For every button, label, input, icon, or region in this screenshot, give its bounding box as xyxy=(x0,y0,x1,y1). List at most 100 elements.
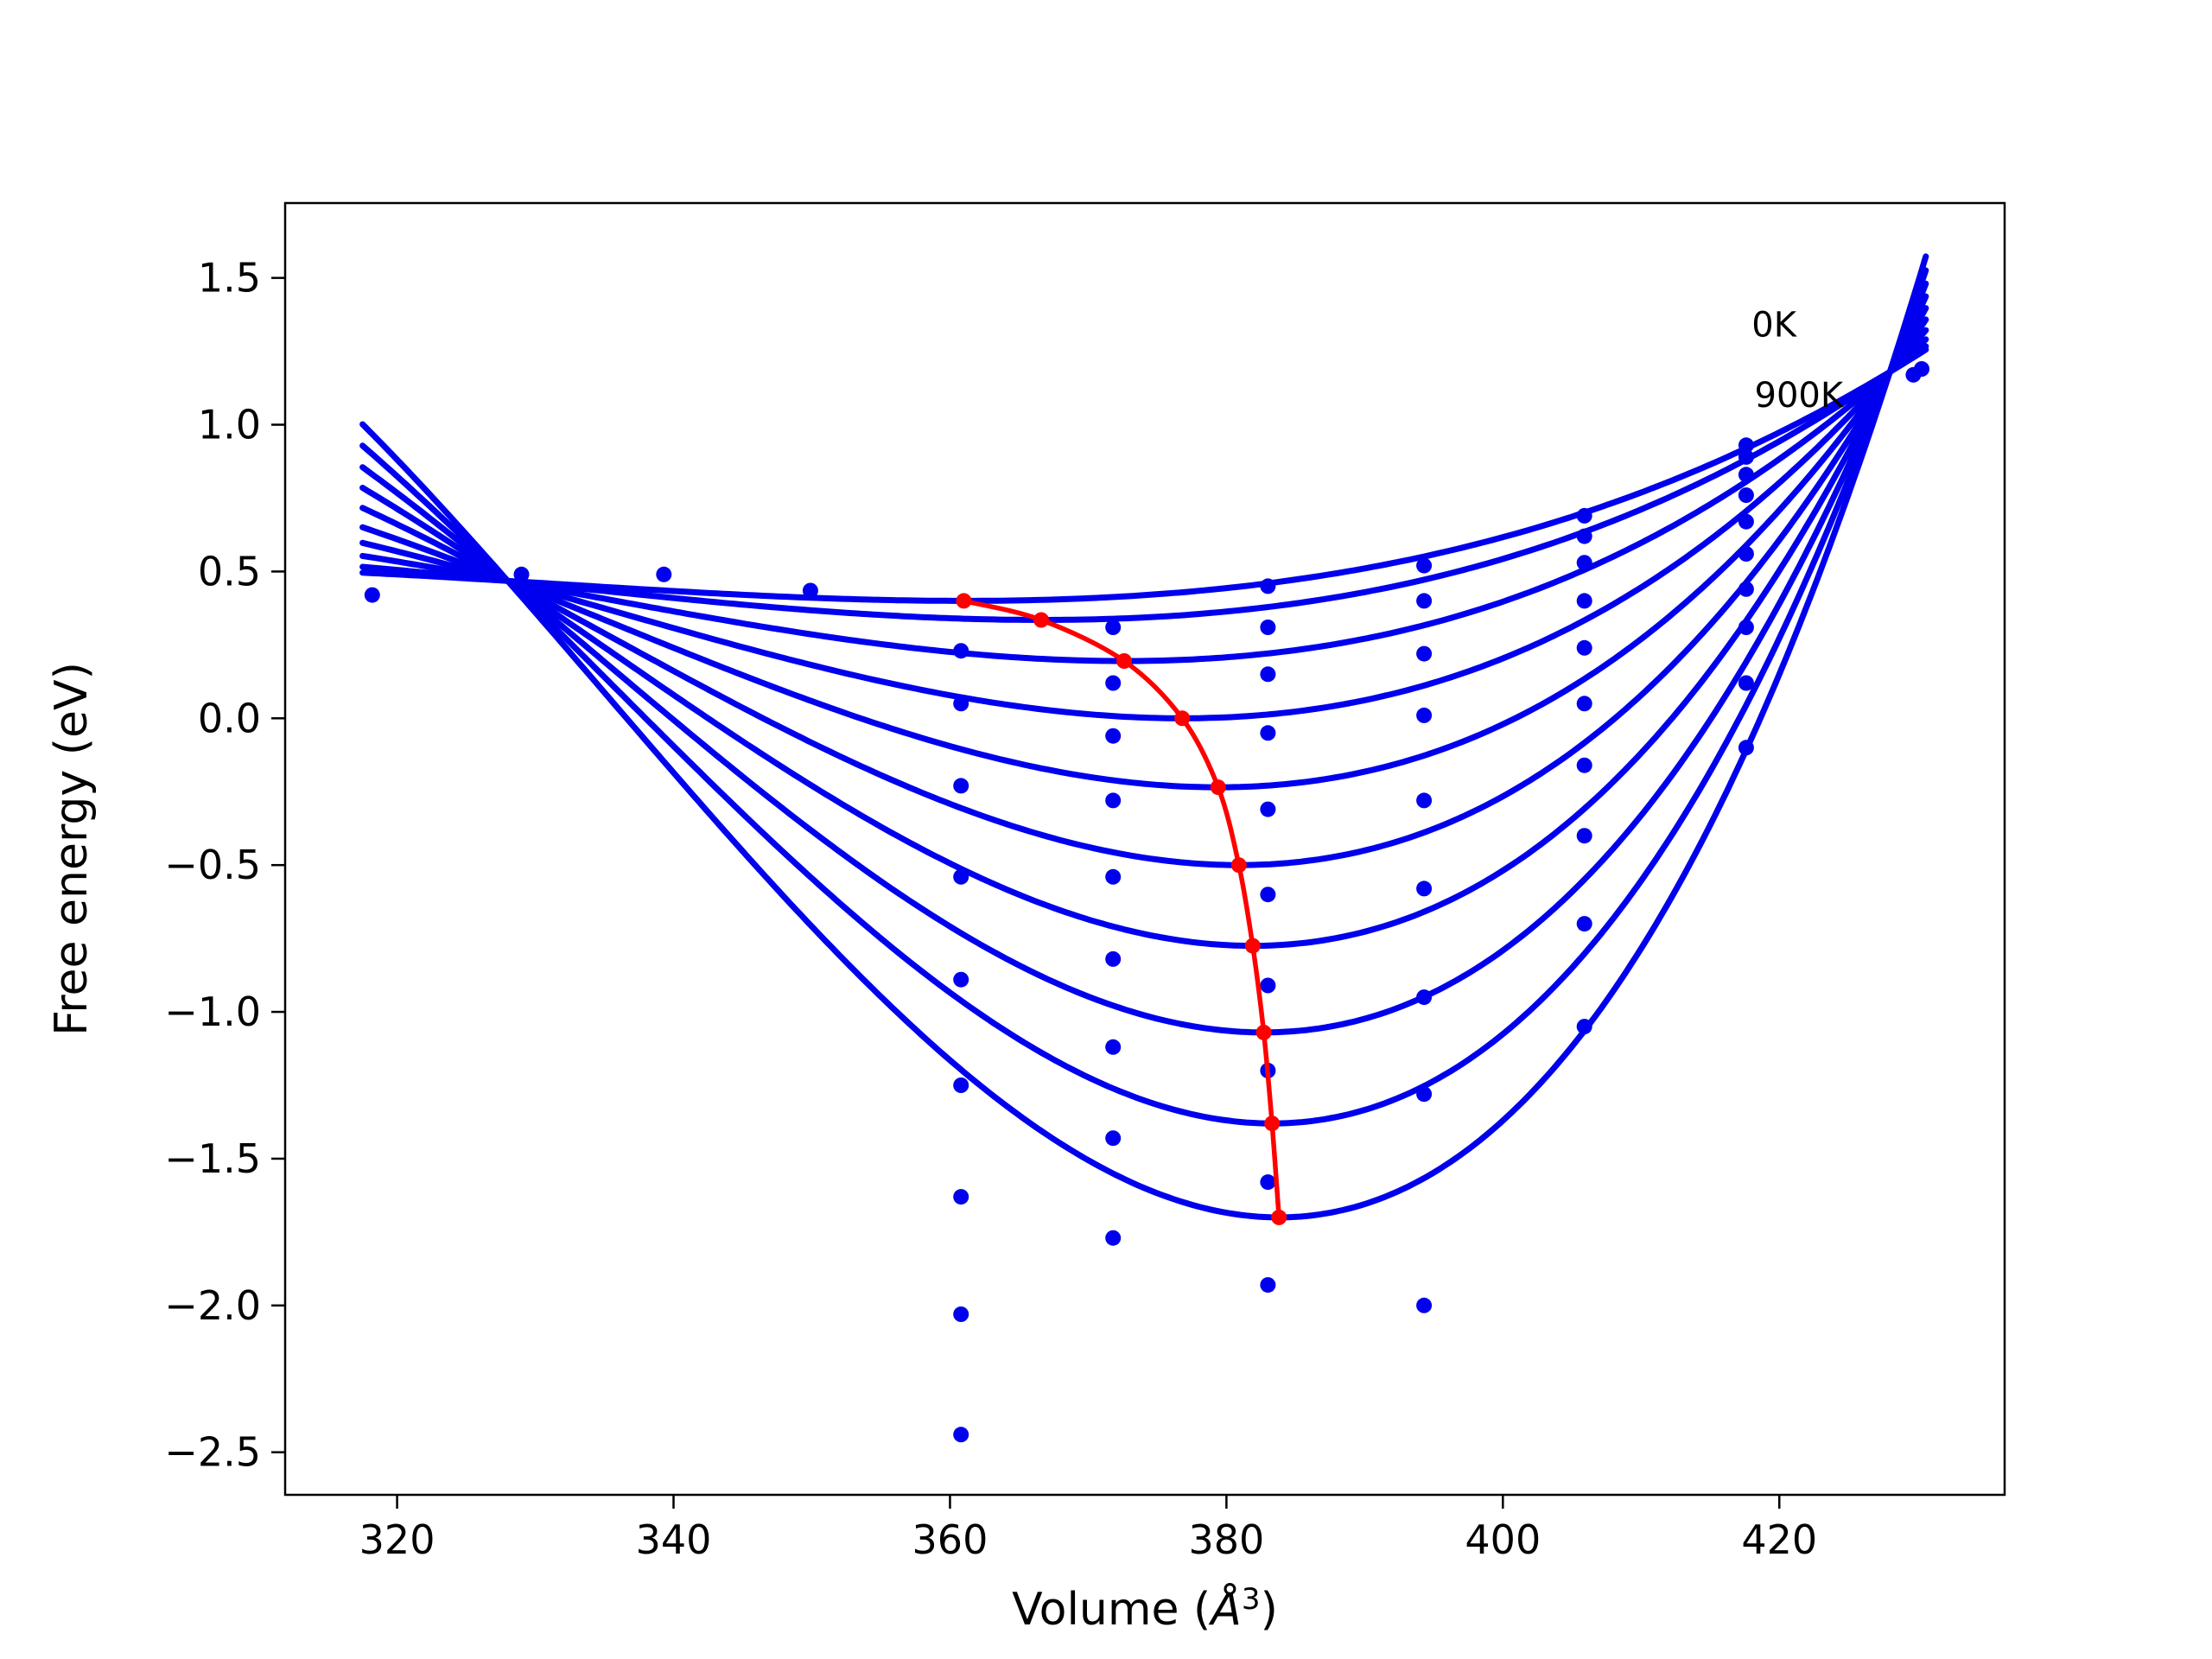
eos-curve-200K xyxy=(359,336,1929,664)
temperature-annotation: 900K xyxy=(1755,376,1845,416)
x-axis-label: Volume (Å3) xyxy=(1012,1582,1278,1636)
equilibrium-point xyxy=(1264,1116,1281,1132)
data-point xyxy=(1260,725,1276,741)
y-tick-label: −0.5 xyxy=(164,842,261,888)
x-tick-label: 360 xyxy=(912,1516,988,1563)
data-point xyxy=(1738,487,1754,504)
equilibrium-point xyxy=(1033,612,1049,628)
data-point xyxy=(1105,792,1122,809)
data-point xyxy=(1260,977,1276,994)
data-point xyxy=(1416,557,1433,574)
eos-curve-800K xyxy=(359,267,1929,1127)
data-point xyxy=(1738,620,1754,635)
data-point xyxy=(953,971,969,988)
data-point xyxy=(1416,645,1433,662)
x-tick-label: 320 xyxy=(359,1516,435,1563)
data-point xyxy=(1260,620,1276,635)
data-point xyxy=(529,580,545,596)
data-point xyxy=(1260,666,1276,683)
y-axis-label: Free energy (eV) xyxy=(46,662,98,1036)
equilibrium-point xyxy=(956,593,972,609)
equilibrium-point xyxy=(1116,653,1132,669)
data-point xyxy=(1576,916,1592,932)
data-point xyxy=(953,1306,969,1322)
data-point xyxy=(1576,555,1592,571)
data-point xyxy=(802,582,818,599)
data-point xyxy=(1105,728,1122,744)
data-point xyxy=(1738,437,1754,454)
data-point xyxy=(1738,675,1754,691)
equilibrium-point xyxy=(1210,779,1226,796)
eos-curves-group xyxy=(359,253,1929,1221)
data-point xyxy=(953,868,969,885)
y-axis-ticks: 1.5 1.0 0.5 0.0 −0.5 −1.0 −1.5 −2.0 −2.5 xyxy=(164,255,285,1476)
data-point xyxy=(1738,467,1754,483)
data-point xyxy=(953,696,969,712)
eos-curve-900K xyxy=(359,253,1929,1221)
data-point xyxy=(1576,757,1592,773)
eos-curve-700K xyxy=(359,280,1929,1036)
equilibrium-point xyxy=(1230,857,1247,874)
eos-curve-600K xyxy=(359,293,1929,950)
y-tick-label: 1.0 xyxy=(198,402,261,448)
equilibrium-point xyxy=(1271,1209,1287,1225)
data-point xyxy=(953,1427,969,1443)
data-point xyxy=(1738,448,1754,465)
y-tick-label: −1.0 xyxy=(164,988,261,1035)
eos-curve-100K xyxy=(359,343,1929,623)
eos-curve-0K xyxy=(359,346,1929,604)
equilibrium-point xyxy=(1244,938,1261,954)
data-point xyxy=(1576,696,1592,712)
data-point xyxy=(1105,620,1122,635)
data-point xyxy=(1105,675,1122,691)
data-point xyxy=(953,643,969,659)
data-point xyxy=(1260,1277,1276,1294)
data-point xyxy=(1576,507,1592,524)
data-point xyxy=(953,1077,969,1093)
data-point xyxy=(1105,1230,1122,1246)
plot-frame xyxy=(283,201,2006,1497)
data-point xyxy=(1260,578,1276,594)
y-tick-label: 1.5 xyxy=(198,255,261,302)
data-point xyxy=(1105,950,1122,967)
data-point xyxy=(1738,740,1754,756)
data-point xyxy=(1416,880,1433,897)
equilibrium-line-group xyxy=(956,593,1287,1225)
data-point xyxy=(1576,828,1592,844)
x-tick-label: 380 xyxy=(1188,1516,1264,1563)
x-tick-label: 340 xyxy=(636,1516,712,1563)
data-point xyxy=(1416,989,1433,1006)
y-tick-label: −2.0 xyxy=(164,1282,261,1329)
data-point xyxy=(1576,528,1592,544)
data-point xyxy=(1105,868,1122,885)
x-tick-label: 420 xyxy=(1741,1516,1817,1563)
data-point xyxy=(1416,593,1433,609)
equilibrium-point xyxy=(1174,710,1191,727)
y-tick-label: 0.5 xyxy=(198,548,261,594)
data-point xyxy=(1738,546,1754,562)
data-point xyxy=(364,587,380,603)
data-point xyxy=(656,566,672,582)
data-point xyxy=(513,566,530,582)
y-tick-label: 0.0 xyxy=(198,695,261,741)
data-point xyxy=(1576,1019,1592,1035)
temperature-annotation: 0K xyxy=(1751,306,1797,346)
data-point xyxy=(1260,801,1276,817)
eos-curve-400K xyxy=(359,316,1929,791)
data-point xyxy=(1738,581,1754,597)
data-point xyxy=(1576,593,1592,609)
data-point xyxy=(1416,1086,1433,1103)
data-point xyxy=(1576,639,1592,656)
equilibrium-point xyxy=(1255,1024,1272,1040)
y-tick-label: −1.5 xyxy=(164,1135,261,1182)
data-point xyxy=(1105,1130,1122,1147)
data-point xyxy=(1416,792,1433,809)
data-point xyxy=(1416,707,1433,723)
data-point xyxy=(1105,1039,1122,1055)
data-point xyxy=(1260,1174,1276,1191)
eos-curve-300K xyxy=(359,327,1929,721)
data-point xyxy=(1260,887,1276,903)
